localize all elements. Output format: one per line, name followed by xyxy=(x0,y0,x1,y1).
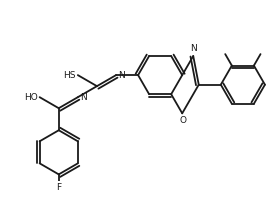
Text: N: N xyxy=(118,71,125,80)
Text: O: O xyxy=(179,116,186,125)
Text: HS: HS xyxy=(64,71,76,80)
Text: N: N xyxy=(80,93,87,102)
Text: F: F xyxy=(56,183,61,192)
Text: N: N xyxy=(190,44,197,53)
Text: HO: HO xyxy=(24,93,38,102)
